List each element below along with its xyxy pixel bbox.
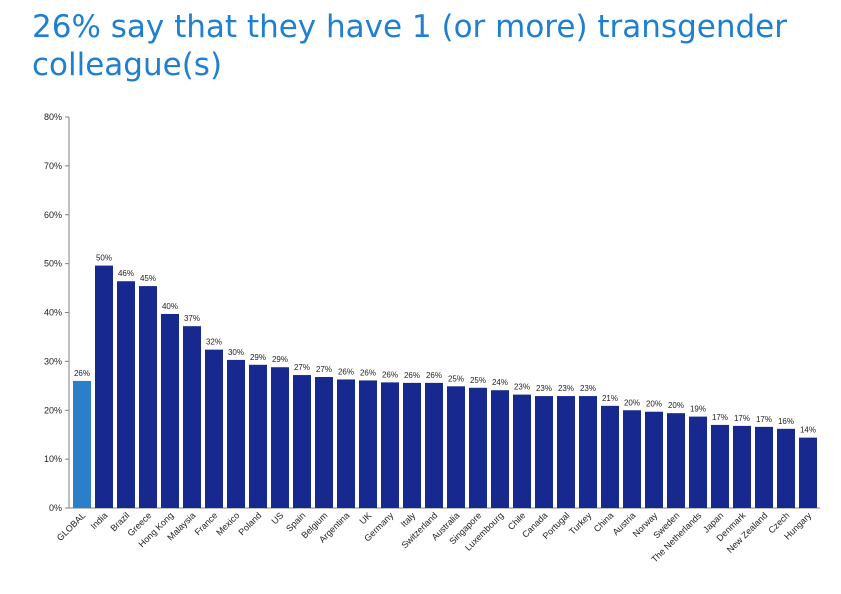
bar-poland	[249, 364, 267, 508]
bar-new-zealand	[755, 426, 773, 508]
data-label: 23%	[536, 384, 552, 393]
y-tick-label: 40%	[44, 308, 62, 318]
bar-spain	[293, 375, 311, 508]
bar-us	[271, 367, 289, 508]
bar-argentina	[337, 379, 355, 508]
data-label: 29%	[250, 353, 266, 362]
x-tick-label: Poland	[237, 510, 264, 537]
bar-germany	[381, 382, 399, 508]
bar-chile	[513, 394, 531, 508]
bar-switzerland	[425, 382, 443, 508]
data-label: 30%	[228, 348, 244, 357]
data-label: 23%	[514, 383, 530, 392]
data-label: 20%	[668, 401, 684, 410]
bar-sweden	[667, 413, 685, 508]
data-label: 23%	[558, 384, 574, 393]
data-label: 50%	[96, 254, 112, 263]
data-label: 26%	[426, 371, 442, 380]
data-label: 27%	[294, 363, 310, 372]
bar-czech	[777, 428, 795, 508]
data-label: 20%	[646, 400, 662, 409]
bar-portugal	[557, 396, 575, 508]
bar-france	[205, 349, 223, 508]
x-tick-label: Mexico	[214, 510, 241, 537]
data-label: 26%	[338, 367, 354, 376]
y-tick-label: 30%	[44, 356, 62, 366]
bar-belgium	[315, 377, 333, 508]
y-tick-label: 10%	[44, 454, 62, 464]
bar-hungary	[799, 437, 817, 508]
data-label: 25%	[470, 376, 486, 385]
bar-global	[73, 380, 91, 508]
chart-data-labels: 26% 50% 46% 45% 40% 37% 32% 30% 29% 29% 27% 27% 26% 2…	[74, 254, 816, 435]
x-tick-label: UK	[357, 510, 373, 526]
x-tick-label: India	[89, 510, 110, 531]
data-label: 26%	[382, 370, 398, 379]
bar-greece	[139, 286, 157, 508]
y-tick-label: 70%	[44, 161, 62, 171]
x-tick-label: France	[193, 510, 220, 537]
bar-brazil	[117, 281, 135, 508]
data-label: 45%	[140, 274, 156, 283]
y-tick-label: 80%	[44, 112, 62, 122]
data-label: 26%	[74, 369, 90, 378]
bar-uk	[359, 380, 377, 508]
bar-austria	[623, 410, 641, 508]
y-tick-label: 0%	[49, 503, 62, 513]
data-label: 23%	[580, 384, 596, 393]
bar-singapore	[469, 387, 487, 508]
data-label: 19%	[690, 405, 706, 414]
bar-the-netherlands	[689, 416, 707, 508]
data-label: 25%	[448, 374, 464, 383]
bar-mexico	[227, 359, 245, 508]
bar-japan	[711, 424, 729, 508]
data-label: 26%	[360, 368, 376, 377]
data-label: 29%	[272, 355, 288, 364]
data-label: 37%	[184, 314, 200, 323]
data-label: 16%	[778, 417, 794, 426]
bar-norway	[645, 411, 663, 508]
y-tick-label: 50%	[44, 259, 62, 269]
bar-india	[95, 265, 113, 508]
bar-denmark	[733, 425, 751, 508]
data-label: 20%	[624, 398, 640, 407]
data-label: 32%	[206, 338, 222, 347]
data-label: 46%	[118, 269, 134, 278]
y-tick-label: 60%	[44, 210, 62, 220]
bar-hong-kong	[161, 313, 179, 508]
bar-australia	[447, 386, 465, 508]
data-label: 17%	[756, 415, 772, 424]
data-label: 26%	[404, 371, 420, 380]
x-tick-label: Turkey	[567, 510, 594, 537]
x-tick-label: US	[269, 510, 285, 526]
x-tick-label: GLOBAL	[55, 510, 88, 543]
bar-malaysia	[183, 326, 201, 508]
data-label: 40%	[162, 302, 178, 311]
bar-luxembourg	[491, 390, 509, 508]
page-title: 26% say that they have 1 (or more) trans…	[32, 9, 787, 83]
data-label: 17%	[712, 413, 728, 422]
data-label: 17%	[734, 414, 750, 423]
data-label: 14%	[800, 426, 816, 435]
x-tick-label: Italy	[399, 510, 418, 529]
data-label: 21%	[602, 394, 618, 403]
bar-turkey	[579, 396, 597, 508]
data-label: 24%	[492, 378, 508, 387]
bar-china	[601, 405, 619, 508]
chart-bars	[73, 265, 817, 508]
y-tick-label: 20%	[44, 405, 62, 415]
bar-canada	[535, 396, 553, 508]
bar-italy	[403, 382, 421, 508]
data-label: 27%	[316, 365, 332, 374]
